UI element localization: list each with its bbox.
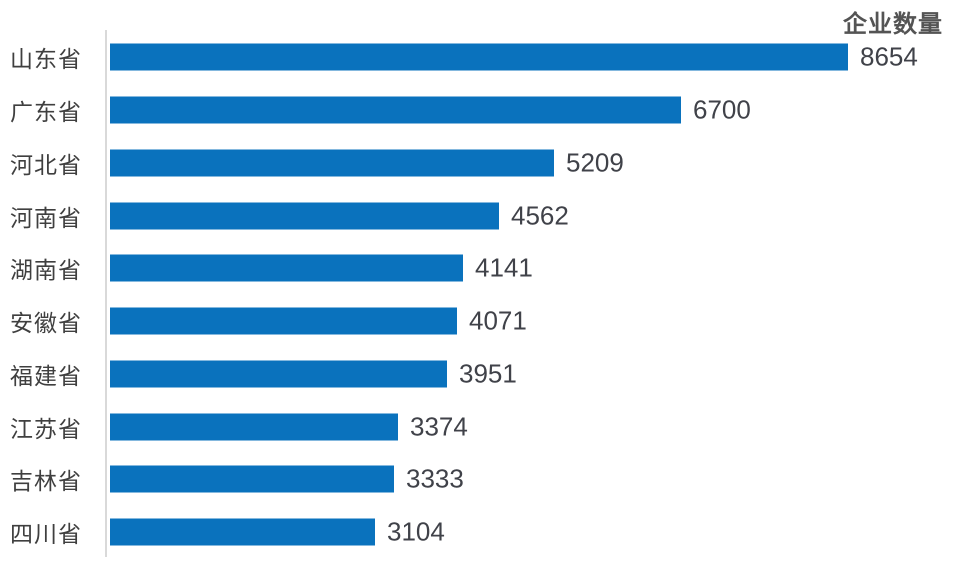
bar	[110, 43, 848, 71]
category-label: 吉林省	[10, 469, 82, 495]
bar	[110, 96, 681, 124]
chart-row: 四川省 3104	[0, 506, 959, 559]
value-label: 8654	[860, 41, 918, 72]
chart-row: 山东省 8654	[0, 31, 959, 84]
chart-row: 安徽省 4071	[0, 295, 959, 348]
category-label: 河北省	[10, 152, 82, 178]
bar	[110, 254, 463, 282]
bar	[110, 307, 457, 335]
value-label: 4141	[475, 252, 533, 283]
value-label: 5209	[566, 147, 624, 178]
value-label: 4071	[469, 305, 527, 336]
category-label: 福建省	[10, 363, 82, 389]
plot-area: 山东省 8654 广东省 6700 河北省 5209 河南省 4562 湖南省 …	[0, 31, 959, 559]
category-label: 安徽省	[10, 311, 82, 337]
category-label: 河南省	[10, 205, 82, 231]
chart-row: 河北省 5209	[0, 137, 959, 190]
category-label: 四川省	[10, 522, 82, 548]
category-label: 山东省	[10, 47, 82, 73]
bar	[110, 413, 398, 441]
value-label: 6700	[693, 94, 751, 125]
chart-row: 吉林省 3333	[0, 453, 959, 506]
category-label: 湖南省	[10, 258, 82, 284]
value-label: 3104	[387, 516, 445, 547]
chart-row: 江苏省 3374	[0, 400, 959, 453]
chart-row: 湖南省 4141	[0, 242, 959, 295]
y-axis-line	[105, 30, 107, 557]
bar	[110, 360, 447, 388]
value-label: 3951	[459, 358, 517, 389]
bar	[110, 465, 394, 493]
bar	[110, 518, 375, 546]
category-label: 广东省	[10, 100, 82, 126]
value-label: 3333	[406, 463, 464, 494]
bar	[110, 149, 554, 177]
chart-row: 广东省 6700	[0, 84, 959, 137]
category-label: 江苏省	[10, 416, 82, 442]
chart-row: 河南省 4562	[0, 189, 959, 242]
value-label: 3374	[410, 411, 468, 442]
bar	[110, 202, 499, 230]
value-label: 4562	[511, 200, 569, 231]
chart-title: 企业数量	[843, 11, 943, 38]
chart-row: 福建省 3951	[0, 348, 959, 401]
